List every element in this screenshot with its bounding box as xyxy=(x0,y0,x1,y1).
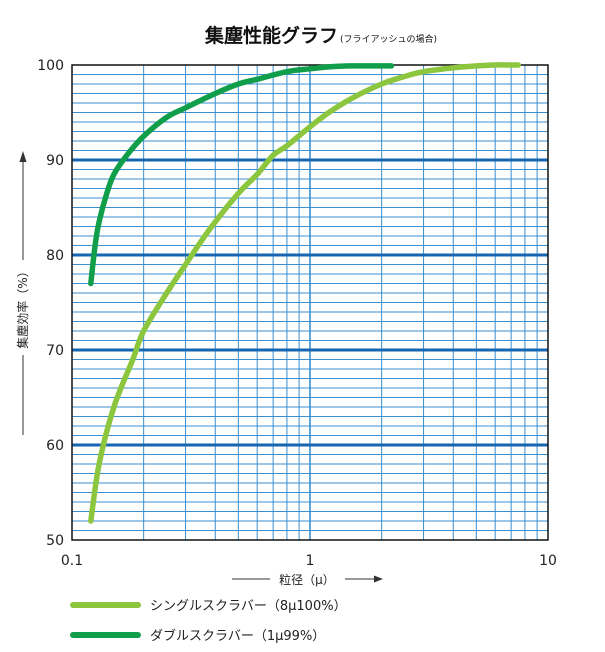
x-tick-label: 10 xyxy=(539,553,557,569)
y-tick-label: 90 xyxy=(46,153,64,169)
grid xyxy=(72,65,548,540)
legend-label-double: ダブルスクラバー（1μ99%） xyxy=(150,628,325,644)
y-axis-label: 集塵効率（%） xyxy=(15,265,30,348)
chart-title: 集塵性能グラフ (フライアッシュの場合) xyxy=(204,24,437,47)
x-tick-label: 1 xyxy=(306,553,315,569)
y-tick-label: 100 xyxy=(37,58,64,74)
series-line-single xyxy=(88,62,522,524)
x-axis-arrow-head xyxy=(374,575,383,583)
chart-subtitle: (フライアッシュの場合) xyxy=(340,33,437,45)
y-tick-label: 80 xyxy=(46,248,64,264)
y-axis-arrow-head xyxy=(19,151,27,162)
series-layer xyxy=(88,62,522,524)
series-line-double xyxy=(88,63,395,287)
y-tick-label: 70 xyxy=(46,343,64,359)
legend: シングルスクラバー（8μ100%） ダブルスクラバー（1μ99%） xyxy=(70,599,347,644)
y-tick-label: 50 xyxy=(46,533,64,549)
plot-frame xyxy=(71,64,549,541)
legend-label-single: シングルスクラバー（8μ100%） xyxy=(150,599,347,614)
x-axis-label: 粒径（μ） xyxy=(279,572,335,587)
y-tick-label: 60 xyxy=(46,438,64,454)
chart-title-main: 集塵性能グラフ xyxy=(204,24,338,47)
x-tick-label: 0.1 xyxy=(61,553,83,569)
